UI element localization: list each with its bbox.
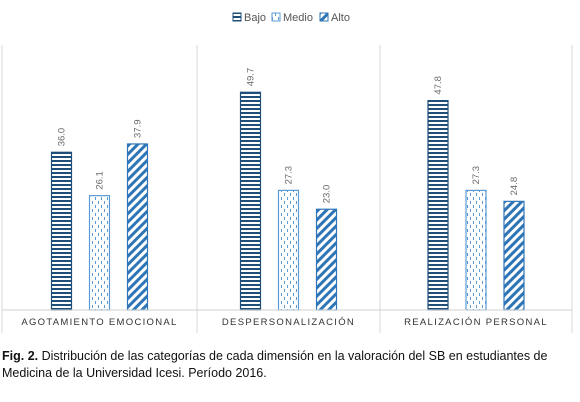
figure-caption: Fig. 2. Distribución de las categorías d… bbox=[2, 348, 578, 382]
bar-bajo-1 bbox=[239, 91, 262, 311]
category-label-1: DESPERSONALIZACIÓN bbox=[222, 317, 355, 328]
legend-label-medio: Medio bbox=[283, 12, 313, 24]
category-labels: AGOTAMIENTO EMOCIONAL DESPERSONALIZACIÓN R… bbox=[21, 317, 548, 328]
bar-alto-0 bbox=[126, 143, 149, 311]
bars bbox=[50, 91, 525, 311]
caption-prefix: Fig. 2. bbox=[2, 349, 39, 363]
data-labels: 36.0 26.1 37.9 49.7 27.3 23.0 47.8 27.3 24.8 bbox=[57, 68, 521, 203]
legend-swatch-alto bbox=[319, 12, 329, 22]
bar-alto-2 bbox=[503, 200, 525, 311]
legend-label-bajo: Bajo bbox=[244, 12, 266, 24]
data-label-bajo-0: 36.0 bbox=[57, 128, 68, 147]
legend-swatch-medio bbox=[271, 12, 281, 22]
data-label-medio-0: 26.1 bbox=[95, 171, 106, 190]
data-label-alto-2: 24.8 bbox=[509, 177, 520, 196]
caption-text: Distribución de las categorías de cada d… bbox=[2, 349, 548, 380]
data-label-alto-1: 23.0 bbox=[322, 185, 333, 204]
legend: Bajo Medio Alto bbox=[232, 12, 350, 24]
data-label-bajo-2: 47.8 bbox=[433, 76, 444, 95]
bar-medio-0 bbox=[88, 195, 111, 311]
bar-bajo-0 bbox=[50, 151, 73, 311]
legend-label-alto: Alto bbox=[331, 12, 350, 24]
bar-medio-1 bbox=[277, 189, 300, 311]
data-label-alto-0: 37.9 bbox=[133, 119, 144, 138]
bar-bajo-2 bbox=[427, 99, 449, 311]
category-label-2: REALIZACIÓN PERSONAL bbox=[404, 317, 548, 328]
group-separators bbox=[1, 45, 573, 333]
legend-swatch-bajo bbox=[232, 12, 242, 22]
data-label-bajo-1: 49.7 bbox=[246, 68, 257, 87]
data-label-medio-2: 27.3 bbox=[471, 166, 482, 185]
bar-medio-2 bbox=[465, 189, 487, 311]
data-label-medio-1: 27.3 bbox=[284, 166, 295, 185]
category-label-0: AGOTAMIENTO EMOCIONAL bbox=[21, 317, 177, 328]
bar-alto-1 bbox=[315, 208, 338, 311]
